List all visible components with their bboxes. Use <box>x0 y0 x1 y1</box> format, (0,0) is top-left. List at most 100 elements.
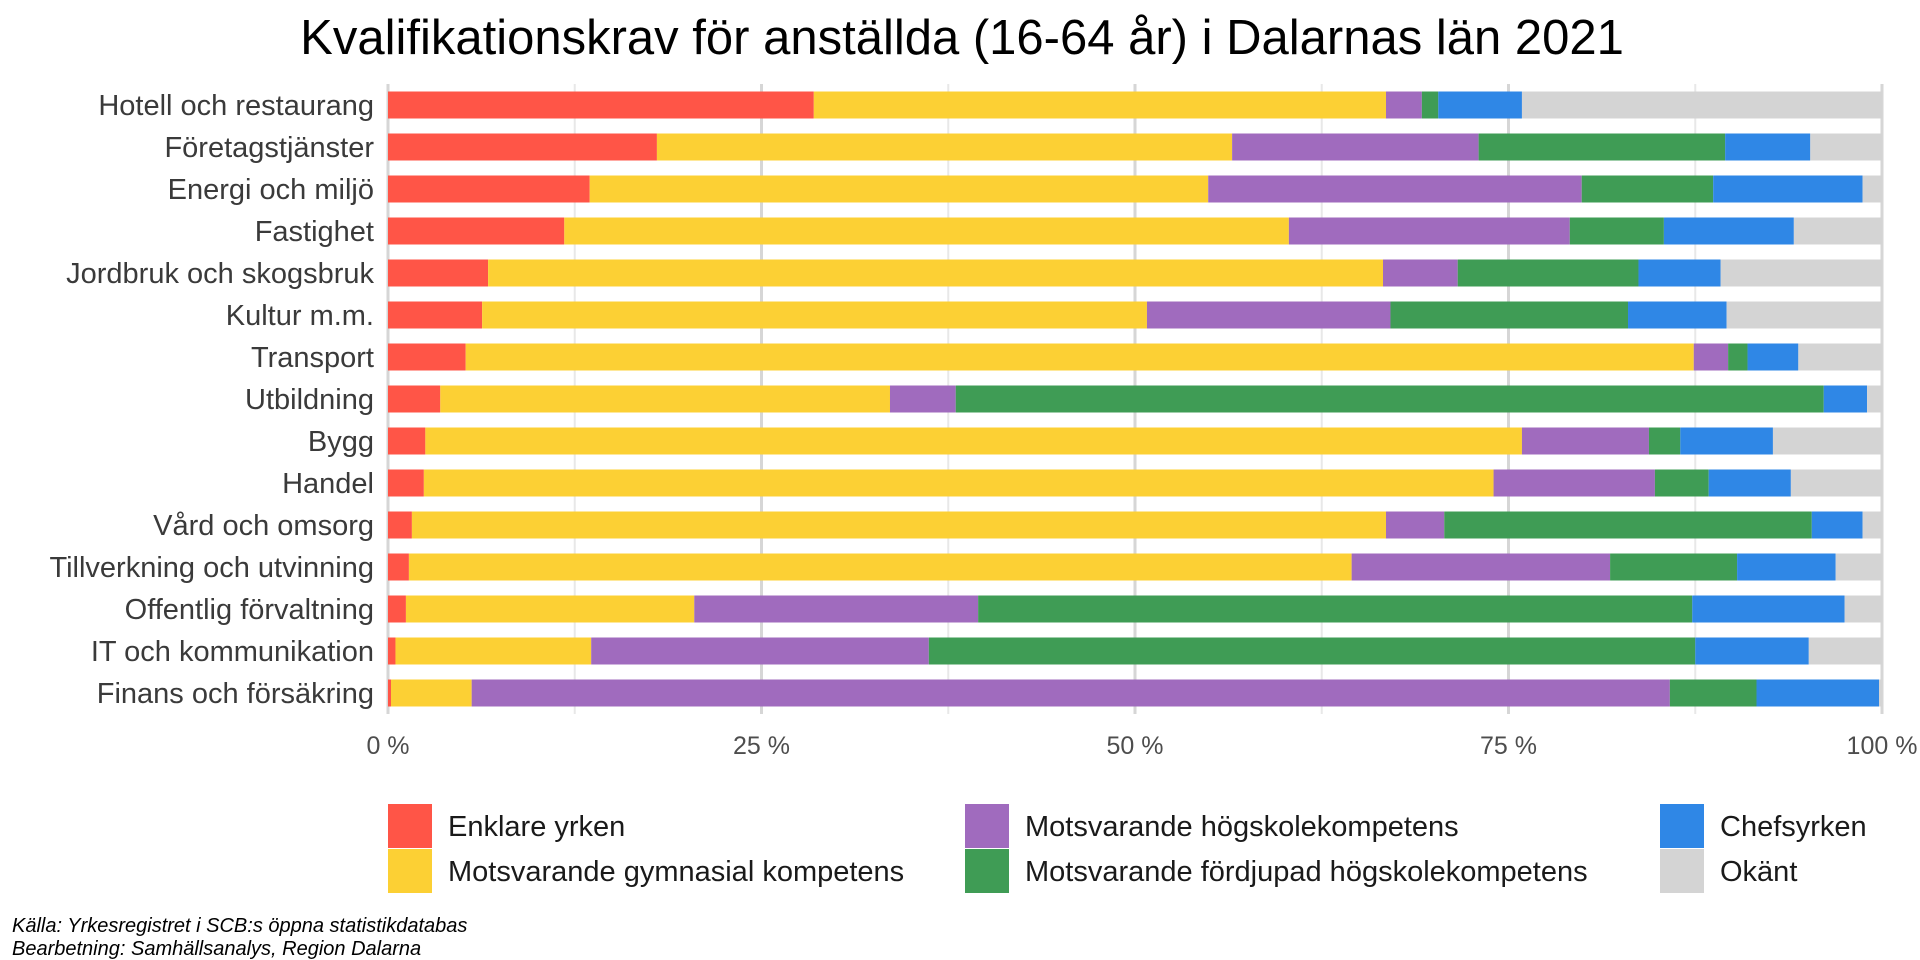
bar-segment <box>928 637 1696 665</box>
bar-segment <box>1478 133 1726 161</box>
bar-segment <box>388 679 391 707</box>
legend-swatch <box>965 849 1009 893</box>
bar-segment <box>408 553 1352 581</box>
bar-segment <box>1493 469 1655 497</box>
bar-segment <box>1879 679 1882 707</box>
bar-segment <box>1692 595 1845 623</box>
bar-segment <box>388 133 657 161</box>
bar-segment <box>1444 511 1812 539</box>
bar-segment <box>1844 595 1882 623</box>
legend-swatch <box>965 804 1009 848</box>
bar-segment <box>978 595 1693 623</box>
category-label: IT och kommunikation <box>91 636 374 668</box>
category-label: Handel <box>282 468 374 500</box>
bar-segment <box>1867 385 1882 413</box>
bar-segment <box>395 637 592 665</box>
x-tick-label: 100 % <box>1847 732 1918 760</box>
bar-segment <box>1808 637 1882 665</box>
bar-segment <box>1810 133 1882 161</box>
bar-segment <box>1628 301 1727 329</box>
x-tick-label: 75 % <box>1480 732 1537 760</box>
bar-segment <box>1663 217 1794 245</box>
category-label: Vård och omsorg <box>153 510 374 542</box>
bar-segment <box>1421 91 1439 119</box>
x-tick-label: 0 % <box>366 732 409 760</box>
category-label: Kultur m.m. <box>226 300 374 332</box>
bar-segment <box>564 217 1289 245</box>
bar-segment <box>1521 427 1649 455</box>
category-label: Bygg <box>308 426 374 458</box>
legend-swatch <box>388 804 432 848</box>
x-axis: 0 % 25 % 50 % 75 % 100 % <box>366 732 1917 760</box>
bar-segment <box>1737 553 1836 581</box>
bar-segment <box>388 91 814 119</box>
bar-segment <box>1638 259 1721 287</box>
bar-segment <box>589 175 1209 203</box>
bar-segment <box>388 343 466 371</box>
bar-segment <box>388 385 441 413</box>
bar-segment <box>388 595 406 623</box>
bar-segment <box>388 259 489 287</box>
bar-segment <box>388 217 565 245</box>
bar-segment <box>1208 175 1582 203</box>
legend-swatch <box>1660 849 1704 893</box>
bar-segment <box>694 595 979 623</box>
legend-swatch <box>388 849 432 893</box>
bar-segment <box>1862 175 1882 203</box>
bar-segment <box>388 553 409 581</box>
bar-segment <box>1390 301 1629 329</box>
bar-segment <box>1811 511 1863 539</box>
bar-segment <box>388 175 590 203</box>
bar-segment <box>1728 343 1748 371</box>
bar-segment <box>1695 637 1809 665</box>
bar-segment <box>1747 343 1799 371</box>
bar-segment <box>1146 301 1391 329</box>
category-label: Fastighet <box>255 216 374 248</box>
legend-label: Enklare yrken <box>448 811 625 843</box>
bar-segment <box>1457 259 1639 287</box>
bar-segment <box>1669 679 1757 707</box>
x-tick-label: 25 % <box>733 732 790 760</box>
bar-segment <box>1288 217 1570 245</box>
bar-segment <box>1756 679 1880 707</box>
bar-segment <box>1693 343 1729 371</box>
category-label: Jordbruk och skogsbruk <box>66 258 374 290</box>
processing-caption: Bearbetning: Samhällsanalys, Region Dala… <box>12 938 421 960</box>
category-label: Tillverkning och utvinning <box>49 552 374 584</box>
category-label: Energi och miljö <box>168 174 374 206</box>
bar-segment <box>388 301 483 329</box>
bar-segment <box>388 469 424 497</box>
bar-segment <box>405 595 695 623</box>
bar-segment <box>813 91 1386 119</box>
legend: Enklare yrken Motsvarande gymnasial kompe… <box>388 804 1867 893</box>
bar-segment <box>1351 553 1611 581</box>
category-label: Finans och försäkring <box>97 678 374 710</box>
bar-segment <box>1793 217 1882 245</box>
source-caption: Källa: Yrkesregistret i SCB:s öppna stat… <box>12 915 467 937</box>
bar-segment <box>1726 301 1882 329</box>
legend-label: Motsvarande högskolekompetens <box>1025 811 1459 843</box>
bar-segment <box>1708 469 1791 497</box>
category-label: Transport <box>251 342 374 374</box>
bar-segment <box>1772 427 1882 455</box>
bar-segment <box>1648 427 1681 455</box>
bars <box>388 91 1882 707</box>
bar-segment <box>471 679 1670 707</box>
bar-segment <box>388 637 396 665</box>
bar-segment <box>1383 259 1458 287</box>
bar-segment <box>388 427 426 455</box>
bar-segment <box>1232 133 1479 161</box>
bar-segment <box>411 511 1386 539</box>
x-tick-label: 50 % <box>1107 732 1164 760</box>
bar-segment <box>1725 133 1811 161</box>
bar-segment <box>1823 385 1868 413</box>
bar-segment <box>465 343 1694 371</box>
category-labels: Hotell och restaurang Företagstjänster Ene… <box>49 90 374 710</box>
legend-label: Chefsyrken <box>1720 811 1867 843</box>
category-label: Utbildning <box>245 384 374 416</box>
category-label: Företagstjänster <box>164 132 374 164</box>
bar-segment <box>656 133 1233 161</box>
bar-segment <box>1581 175 1714 203</box>
bar-segment <box>388 511 412 539</box>
